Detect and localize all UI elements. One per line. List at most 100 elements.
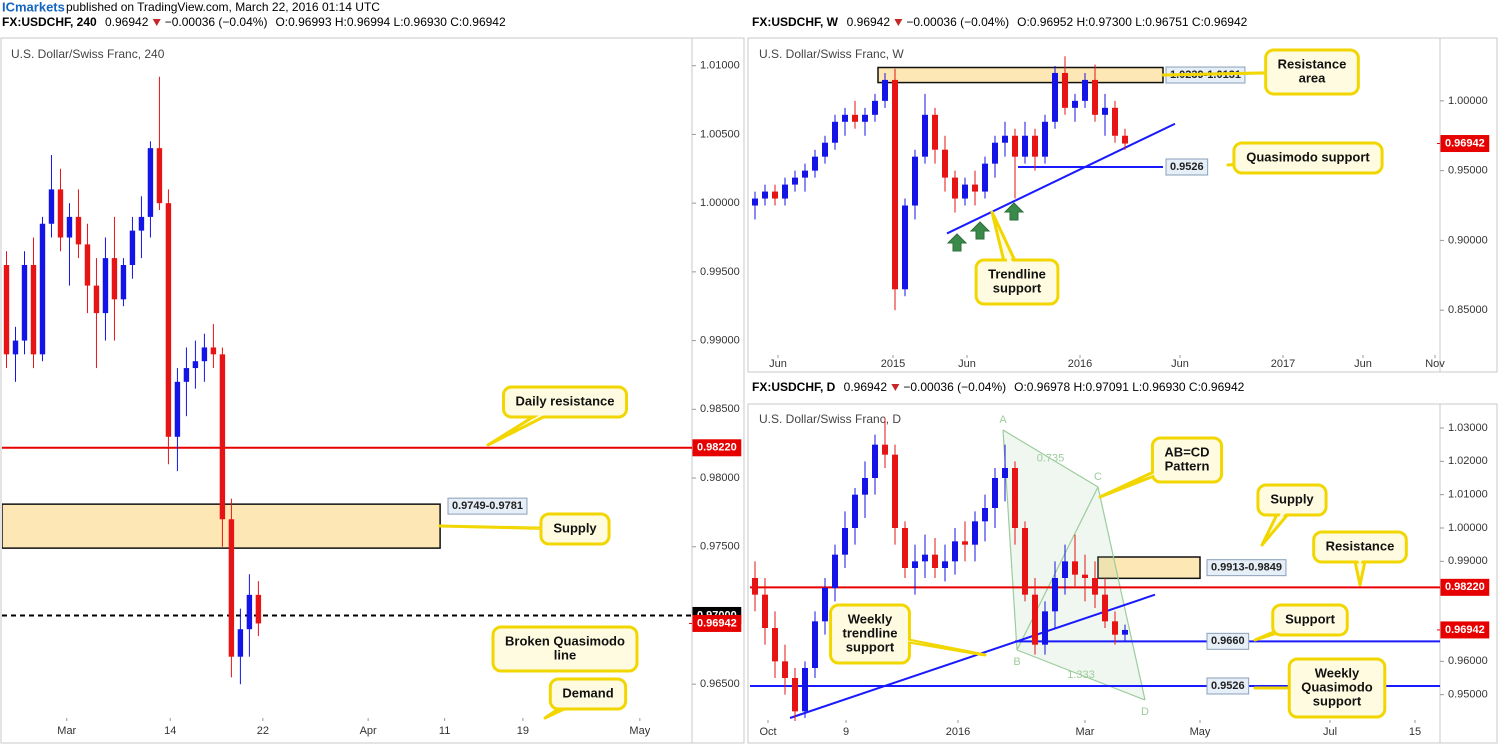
candle-body: [183, 368, 190, 382]
y-tick-label: 0.98500: [700, 403, 740, 415]
pattern-line: [1016, 649, 1146, 701]
x-tick-label: 2016: [946, 726, 970, 738]
plot-area: [2, 76, 692, 685]
candle-body: [1042, 611, 1048, 645]
callout-text: support: [1313, 693, 1362, 708]
candle-body: [832, 121, 838, 143]
candle-body: [792, 177, 798, 185]
x-tick-label: Jun: [1354, 358, 1372, 370]
x-tick-label: 14: [164, 725, 176, 737]
candle-body: [174, 381, 181, 437]
candle-body: [138, 216, 145, 231]
x-tick-label: Jun: [958, 358, 976, 370]
y-tick-label: 0.95000: [1448, 689, 1488, 701]
candle-body: [1022, 528, 1028, 595]
y-tick-label: 1.02000: [1448, 455, 1488, 467]
candle-body: [1072, 100, 1078, 108]
x-tick-label: May: [629, 725, 650, 737]
callout-tail-cover: [507, 527, 581, 529]
pattern-line: [1016, 486, 1099, 651]
header-field: O:0.96978 H:0.97091 L:0.96930 C:0.96942: [1014, 380, 1245, 394]
pattern-point-label: D: [1141, 706, 1149, 718]
y-tick-label: 0.96000: [1448, 655, 1488, 667]
candle-body: [922, 554, 928, 562]
candle-body: [802, 170, 808, 178]
zone: [877, 66, 1164, 84]
chart-title: U.S. Dollar/Swiss Franc, W: [759, 47, 904, 61]
down-triangle: [894, 19, 903, 26]
candle-body: [762, 594, 768, 628]
candle-body: [1052, 72, 1058, 122]
candle-body: [39, 223, 46, 355]
candle-body: [102, 258, 109, 314]
callout-tail-cover: [1354, 547, 1366, 566]
candle-body: [962, 541, 968, 545]
y-tick-label: 0.85000: [1448, 304, 1488, 316]
callout-text: Resistance: [1326, 538, 1395, 553]
candle-body: [1112, 107, 1118, 136]
level-tag: 0.98220: [697, 442, 737, 454]
candle-body: [147, 148, 154, 217]
candle-body: [872, 444, 878, 478]
callout-text: support: [993, 280, 1042, 295]
published-note: published on TradingView.com, March 22, …: [66, 0, 380, 14]
zone-label-bg: [1206, 559, 1287, 577]
last-price-tag: 0.96942: [1445, 624, 1485, 636]
candle-body: [892, 79, 898, 290]
x-tick-label: 2015: [881, 358, 905, 370]
candle-body: [237, 629, 244, 657]
level-label: 0.9526: [1170, 161, 1204, 173]
level-label-bg: [1206, 632, 1250, 650]
chart-title: U.S. Dollar/Swiss Franc, D: [759, 412, 901, 426]
x-tick-label: Apr: [360, 725, 377, 737]
zone-label-bg: [447, 497, 528, 515]
candle-body: [772, 191, 778, 199]
candle-body: [1082, 574, 1088, 578]
callout-tail-cover: [1237, 72, 1318, 74]
candle-body: [1042, 121, 1048, 157]
pattern-ratio: 1.333: [1067, 669, 1095, 681]
down-triangle: [152, 19, 161, 26]
callout-tail-cover: [526, 402, 571, 424]
candle-body: [892, 454, 898, 528]
y-tick-label: 1.00000: [1448, 522, 1488, 534]
level-tag-bg: [692, 439, 742, 457]
y-tick-label: 0.98000: [700, 472, 740, 484]
plot-area: [752, 56, 1176, 311]
y-tick-label: 0.96500: [700, 678, 740, 690]
pattern-point-label: C: [1094, 471, 1102, 483]
candle-body: [1092, 79, 1098, 115]
candle-body: [30, 264, 37, 355]
header-field: 0.96942: [844, 380, 888, 394]
candle-body: [84, 244, 91, 286]
level-label: 0.9526: [1211, 680, 1245, 692]
candle-body: [852, 114, 858, 122]
callout: Supply: [438, 512, 611, 546]
candle-body: [982, 508, 988, 522]
candle-body: [1072, 561, 1078, 575]
candle-body: [842, 528, 848, 555]
up-arrow: [1003, 202, 1025, 221]
candle-body: [752, 198, 758, 206]
header-field: FX:USDCHF, 240: [2, 15, 97, 29]
x-tick-label: Mar: [57, 725, 76, 737]
x-tick-label: Jun: [769, 358, 787, 370]
candle-body: [1012, 468, 1018, 528]
candle-body: [1102, 107, 1108, 115]
up-arrow: [946, 233, 968, 252]
pattern-point-label: A: [999, 414, 1007, 426]
callout-box: [1287, 657, 1387, 719]
header-field: O:0.96952 H:0.97300 L:0.96751 C:0.96942: [1017, 15, 1248, 29]
panel-frame: [747, 37, 1498, 373]
level-label-bg: [1206, 677, 1250, 695]
candle-body: [210, 347, 217, 355]
callout-tail-cover: [1282, 620, 1316, 630]
candle-body: [1122, 135, 1128, 144]
candle-body: [246, 594, 253, 630]
candle-body: [782, 661, 788, 678]
candle-body: [952, 177, 958, 199]
candle-body: [992, 142, 998, 164]
candle-body: [129, 230, 136, 265]
